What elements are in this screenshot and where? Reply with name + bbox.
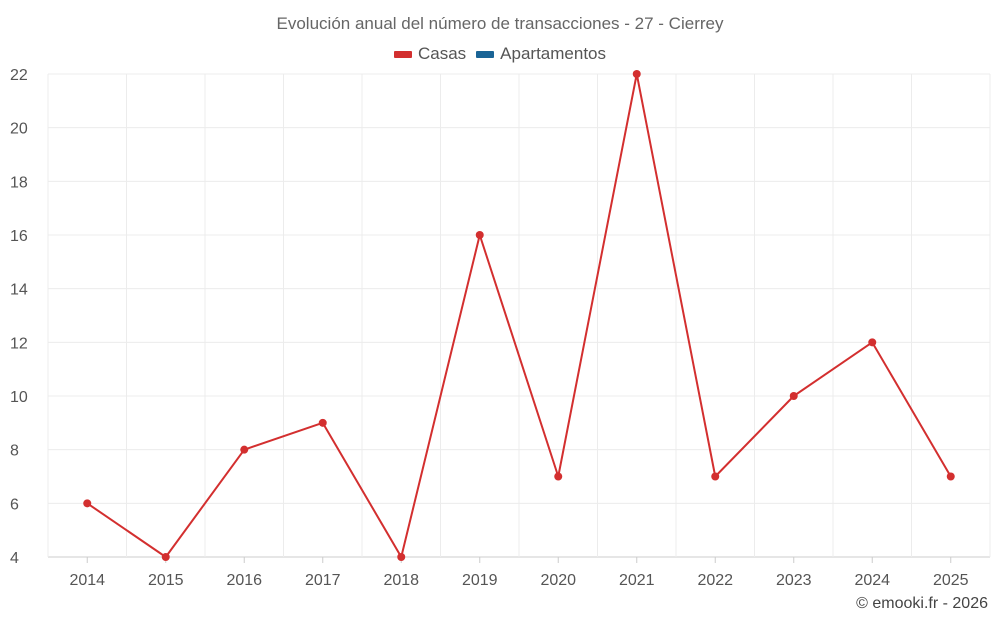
series-line-casas	[86, 73, 952, 558]
y-tick-label: 8	[10, 443, 19, 460]
y-tick-label: 4	[10, 550, 19, 567]
data-point-casas	[161, 553, 170, 561]
data-point-casas	[83, 499, 92, 508]
y-tick-label: 16	[10, 228, 28, 245]
legend-item-casas[interactable]: Casas	[393, 44, 467, 64]
x-tick-label: 2021	[619, 572, 655, 589]
data-point-casas	[475, 231, 484, 239]
x-tick-label: 2022	[697, 572, 733, 589]
x-tick-label: 2017	[305, 572, 341, 589]
data-point-casas	[397, 553, 406, 561]
x-tick-label: 2025	[933, 572, 969, 589]
data-point-casas	[240, 445, 249, 454]
x-tick-label: 2014	[69, 572, 105, 589]
y-tick-label: 10	[10, 389, 28, 406]
x-tick-label: 2024	[854, 572, 890, 589]
y-tick-label: 14	[10, 282, 28, 299]
x-tick-label: 2015	[148, 572, 184, 589]
y-tick-label: 12	[10, 335, 28, 352]
data-point-casas	[554, 472, 563, 481]
y-tick-label: 6	[10, 496, 19, 513]
chart-title: Evolución anual del número de transaccio…	[276, 14, 724, 33]
y-tick-label: 22	[10, 67, 28, 84]
data-point-casas	[946, 472, 955, 481]
legend: Casas Apartamentos	[0, 44, 1000, 64]
y-tick-label: 20	[10, 121, 28, 138]
legend-swatch-apartamentos	[476, 50, 495, 58]
legend-label-apartamentos: Apartamentos	[500, 44, 607, 63]
legend-label-casas: Casas	[417, 44, 467, 63]
x-tick-label: 2016	[226, 572, 262, 589]
data-point-casas	[632, 70, 641, 78]
legend-swatch-casas	[393, 50, 412, 58]
x-tick-label: 2020	[540, 572, 576, 589]
x-tick-label: 2023	[776, 572, 812, 589]
y-tick-label: 18	[10, 174, 28, 191]
data-point-casas	[868, 338, 877, 347]
x-tick-label: 2019	[462, 572, 498, 589]
data-point-casas	[789, 392, 798, 400]
credit-text: © emooki.fr - 2026	[856, 595, 988, 612]
data-point-casas	[318, 418, 327, 427]
legend-item-apartamentos[interactable]: Apartamentos	[476, 44, 606, 64]
data-point-casas	[711, 472, 720, 481]
x-tick-label: 2018	[383, 572, 419, 589]
